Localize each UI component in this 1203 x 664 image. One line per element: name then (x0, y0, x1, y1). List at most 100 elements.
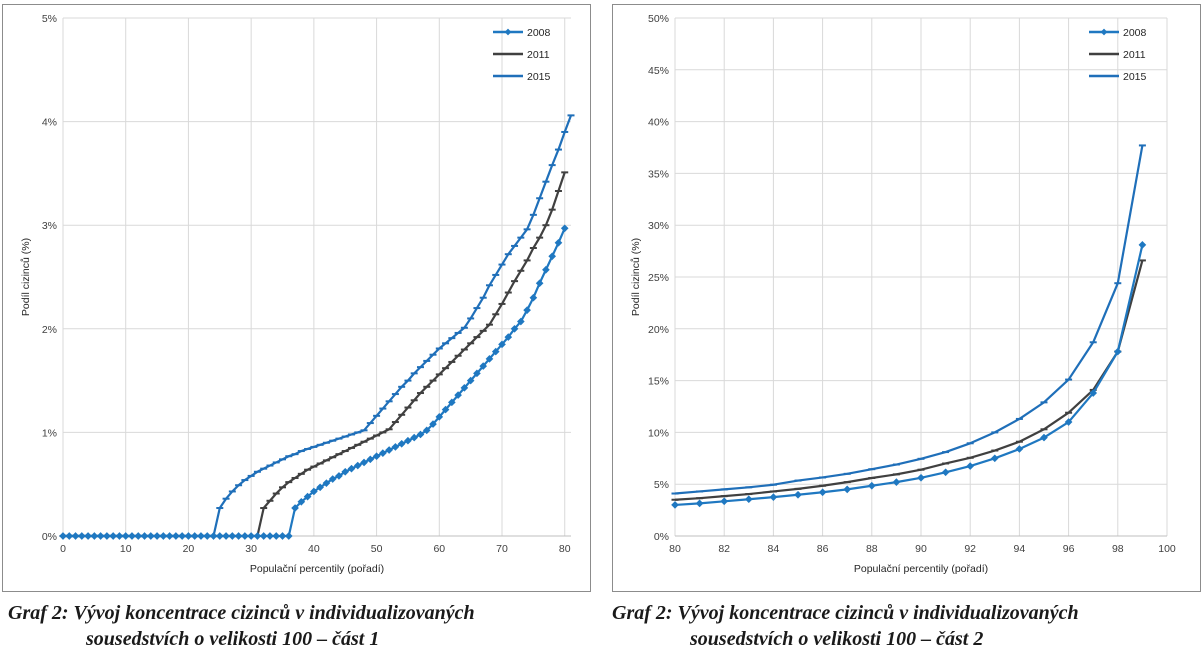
chart2-y-tick-label: 20% (648, 324, 669, 336)
chart1-x-tick-label: 80 (559, 543, 571, 555)
chart2-x-tick-label: 88 (866, 543, 878, 555)
chart2-legend-label-2015: 2015 (1123, 71, 1147, 83)
chart1-marker-2008 (360, 458, 368, 467)
chart1-marker-2008 (460, 384, 469, 392)
chart2-x-tick-label: 90 (915, 543, 927, 555)
chart1-marker-2008 (146, 532, 155, 540)
chart1-marker-2008 (435, 413, 444, 421)
chart2-x-axis-title: Populační percentily (pořadí) (854, 563, 988, 575)
chart2-x-tick-label: 96 (1063, 543, 1075, 555)
chart1-x-tick-label: 70 (496, 543, 508, 555)
chart1-marker-2008 (448, 398, 456, 407)
chart1-y-tick-label: 0% (42, 531, 57, 543)
chart1-marker-2008 (397, 439, 406, 448)
chart2-y-tick-label: 10% (648, 427, 669, 439)
chart2-legend-label-2008: 2008 (1123, 27, 1147, 39)
chart1-marker-2008 (504, 333, 513, 341)
chart2-x-tick-label: 92 (964, 543, 976, 555)
chart1-legend-label-2008: 2008 (527, 27, 551, 39)
chart1-marker-2008 (542, 265, 550, 274)
chart1-marker-2008 (510, 324, 519, 333)
chart1-marker-2008 (372, 452, 381, 461)
chart1-marker-2008 (228, 532, 237, 540)
caption-left-line1: Graf 2: Vývoj koncentrace cizinců v indi… (8, 602, 475, 624)
chart2-legend-marker-2008 (1100, 28, 1108, 36)
chart1-marker-2008 (291, 504, 299, 512)
chart1-marker-2008 (485, 355, 494, 363)
chart1-marker-2008 (59, 532, 67, 540)
chart1-legend-marker-2008 (504, 28, 512, 36)
chart1-marker-2008 (341, 467, 350, 476)
chart1-marker-2008 (241, 532, 249, 540)
chart2-y-tick-label: 5% (654, 479, 669, 491)
chart1-marker-2008 (385, 446, 393, 454)
caption-left-line2: sousedstvích o velikosti 100 – část 1 (86, 628, 380, 650)
chart1-marker-2008 (190, 532, 199, 540)
chart1-y-tick-label: 5% (42, 13, 57, 25)
chart2-y-tick-label: 0% (654, 531, 669, 543)
chart2-marker-2008 (1089, 389, 1098, 397)
chart1-marker-2008 (266, 532, 274, 540)
chart2-marker-2008 (1113, 347, 1122, 356)
chart2-marker-2008 (892, 478, 901, 486)
chart1-marker-2008 (554, 238, 563, 247)
chart1-marker-2008 (109, 532, 117, 540)
chart1-marker-2008 (203, 532, 212, 540)
chart1-marker-2008 (366, 455, 375, 464)
chart1-marker-2008 (165, 532, 174, 540)
chart2-marker-2008 (1040, 433, 1048, 442)
chart2-y-tick-label: 40% (648, 117, 669, 129)
chart2-y-tick-label: 45% (648, 65, 669, 77)
chart-left-frame: 0 10 20 30 40 50 60 70 80 0% 1% 2% 3% 4% 5% Populační p… (2, 4, 591, 592)
chart1-x-axis-title: Populační percentily (pořadí) (250, 563, 384, 575)
chart2-y-tick-label: 35% (648, 168, 669, 180)
chart1-marker-2008 (234, 532, 243, 540)
chart1-x-tick-label: 50 (371, 543, 383, 555)
chart1-marker-2008 (197, 532, 205, 540)
chart2-marker-2008 (818, 488, 827, 497)
chart1-marker-2008 (77, 532, 86, 540)
chart2-marker-2008 (1015, 445, 1024, 453)
chart1-marker-2008 (96, 532, 105, 540)
chart1-marker-2008 (479, 362, 488, 370)
chart2-y-tick-label: 25% (648, 272, 669, 284)
chart1-y-axis-title: Podíl cizinců (%) (20, 238, 32, 316)
chart1-y-tick-label: 3% (42, 220, 57, 232)
chart1-marker-2008 (404, 436, 412, 445)
chart2-series-line-2011 (674, 260, 1144, 501)
chart2-marker-2008 (720, 497, 729, 506)
chart1-marker-2008 (335, 472, 343, 480)
chart1-marker-2008 (303, 492, 312, 501)
chart2-marker-2008 (769, 493, 778, 501)
chart1-marker-2008 (128, 532, 136, 540)
chart2-series-line-2015 (674, 145, 1144, 495)
chart2-marker-2008 (941, 468, 950, 477)
chart1-marker-2008 (115, 532, 124, 540)
chart1-marker-2008 (253, 532, 262, 540)
chart1-marker-2008 (548, 252, 557, 261)
chart-right-svg: 80 82 84 86 88 90 92 94 96 98 100 0% 5% 10% 15% 20% 25% 3… (630, 13, 1176, 575)
chart2-y-tick-label: 50% (648, 13, 669, 25)
chart1-x-tick-label: 60 (433, 543, 445, 555)
chart1-marker-2008 (523, 306, 531, 314)
chart2-marker-2008 (671, 501, 679, 509)
caption-right-line1: Graf 2: Vývoj koncentrace cizinců v indi… (612, 602, 1079, 624)
chart1-x-tick-label: 10 (120, 543, 132, 555)
chart1-y-tick-label: 2% (42, 324, 57, 336)
chart2-marker-2008 (1138, 241, 1147, 249)
chart1-marker-2008 (422, 426, 431, 435)
chart1-marker-2008 (391, 443, 400, 451)
chart2-x-tick-label: 86 (817, 543, 829, 555)
chart1-marker-2008 (153, 532, 161, 540)
chart1-marker-2008 (278, 532, 287, 540)
chart2-x-tick-label: 82 (718, 543, 730, 555)
chart1-marker-2008 (353, 461, 362, 470)
caption-left: Graf 2: Vývoj koncentrace cizinců v indi… (8, 600, 598, 652)
chart2-y-tick-label: 30% (648, 220, 669, 232)
chart2-x-tick-label: 84 (768, 543, 780, 555)
chart1-marker-2008 (535, 279, 544, 288)
chart1-x-tick-label: 20 (183, 543, 195, 555)
chart2-x-tick-label: 100 (1158, 543, 1176, 555)
chart1-marker-2008 (529, 293, 538, 302)
chart2-marker-2008 (794, 490, 802, 499)
